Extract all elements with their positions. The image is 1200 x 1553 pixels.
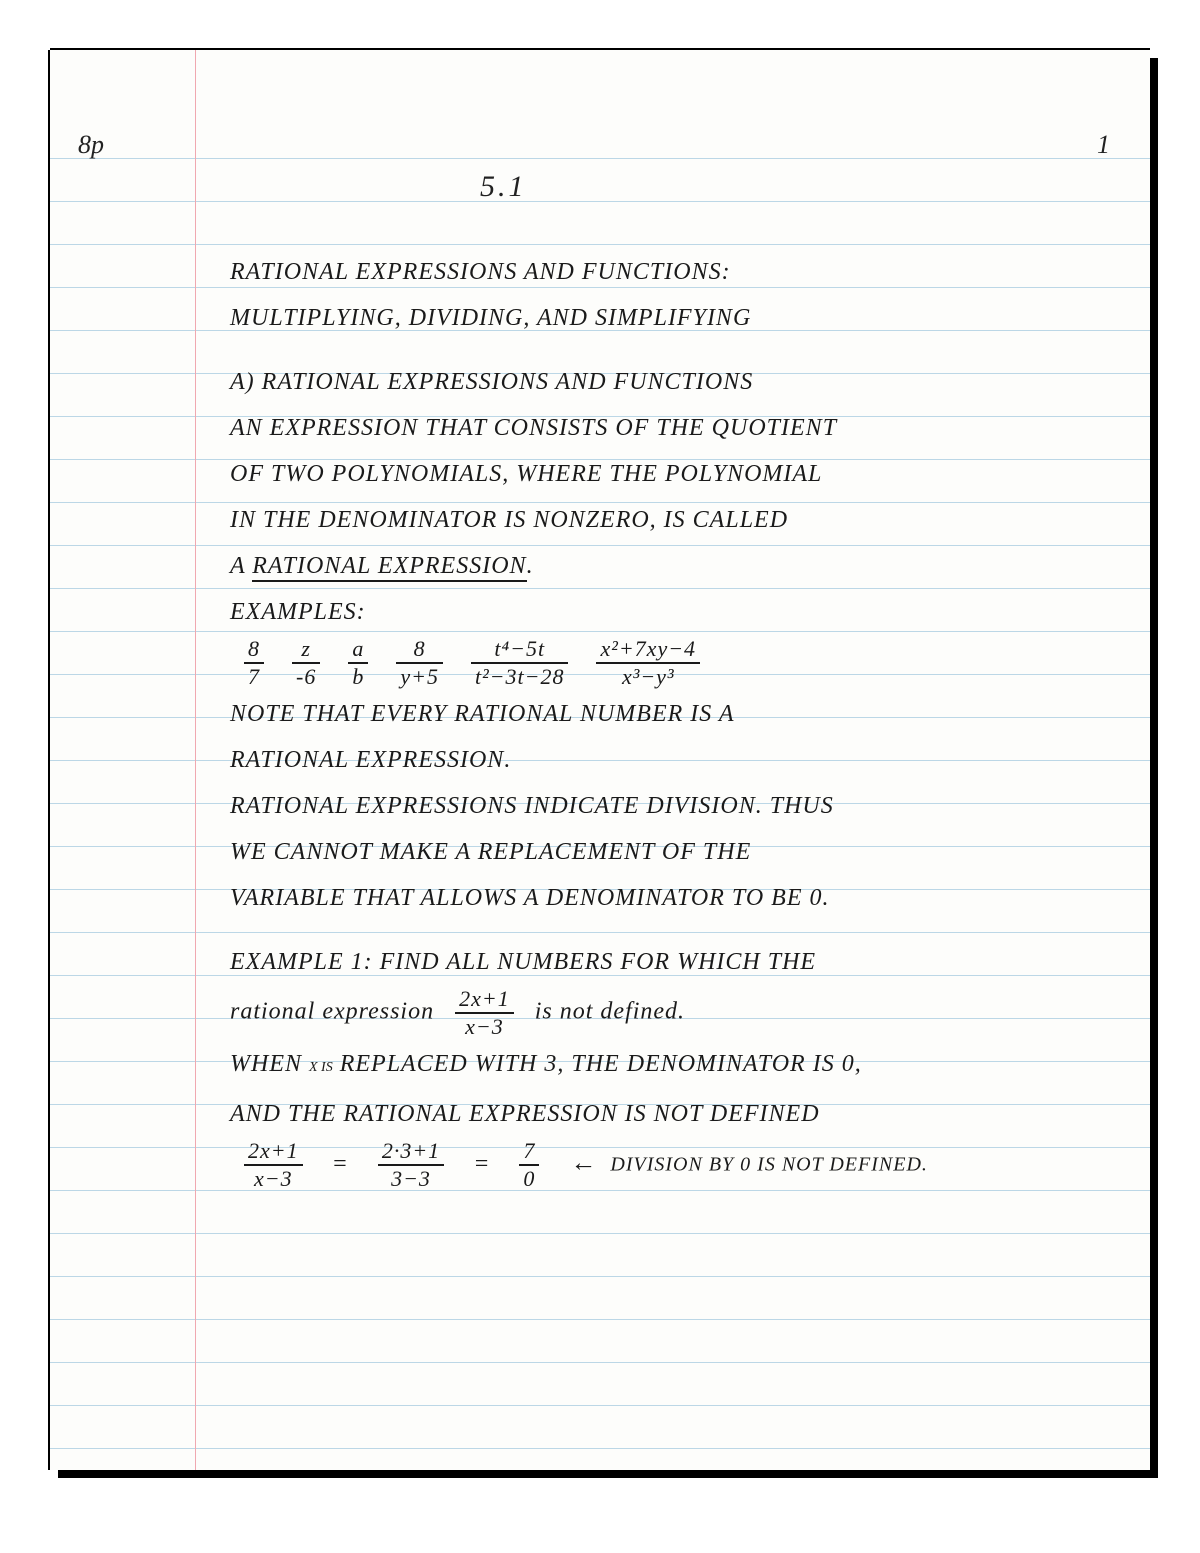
inline-fraction: 2x+1 x−3 — [455, 986, 514, 1040]
examples-label: Examples: — [230, 590, 1090, 634]
inline-fraction: 2x+1 x−3 — [244, 1138, 303, 1192]
inline-fraction: z-6 — [292, 636, 320, 690]
equation-note: division by 0 is not defined. — [610, 1154, 928, 1176]
example1-line: rational expression 2x+1 x−3 is not defi… — [230, 986, 1090, 1040]
inline-fraction: 8y+5 — [396, 636, 443, 690]
underlined-term: rational expression — [252, 553, 526, 582]
inline-fraction: 87 — [244, 636, 264, 690]
example1-line: and the rational expression is not defin… — [230, 1092, 1090, 1136]
definition-line: of two polynomials, where the polynomial — [230, 452, 1090, 496]
arrow-icon: ← — [570, 1141, 597, 1185]
note-line: Note that every rational number is a — [230, 692, 1090, 736]
example1-line: Example 1: Find all numbers for which th… — [230, 940, 1090, 984]
note-line: Rational expressions indicate division. … — [230, 784, 1090, 828]
equals-sign: = — [332, 1142, 349, 1186]
section-a-heading: a) Rational Expressions and Functions — [230, 360, 1090, 404]
title-line-1: Rational Expressions and Functions: — [230, 250, 1090, 294]
page-content: Rational Expressions and Functions: Mult… — [230, 250, 1090, 1194]
corner-top-left: 8p — [78, 130, 104, 160]
note-line: rational expression. — [230, 738, 1090, 782]
equals-sign: = — [473, 1142, 490, 1186]
inline-fraction: x²+7xy−4x³−y³ — [596, 636, 700, 690]
corner-top-right: 1 — [1097, 130, 1110, 160]
example1-line: When x is replaced with 3, the denominat… — [230, 1042, 1090, 1090]
insertion-caret-text: x is — [309, 1060, 333, 1075]
example-fractions-row: 87 z-6 ab 8y+5 t⁴−5tt²−3t−28 x²+7xy−4x³−y³ — [230, 636, 1090, 690]
margin-line — [195, 50, 196, 1470]
notebook-page: 8p 1 5.1 Rational Expressions and Functi… — [50, 50, 1150, 1470]
note-line: we cannot make a replacement of the — [230, 830, 1090, 874]
definition-line: An expression that consists of the quoti… — [230, 406, 1090, 450]
inline-fraction: t⁴−5tt²−3t−28 — [471, 636, 569, 690]
title-line-2: Multiplying, Dividing, and Simplifying — [230, 296, 1090, 340]
inline-fraction: ab — [348, 636, 368, 690]
inline-fraction: 2·3+1 3−3 — [378, 1138, 444, 1192]
section-number: 5.1 — [480, 170, 527, 204]
worked-equation: 2x+1 x−3 = 2·3+1 3−3 = 7 0 ← division by… — [230, 1138, 1090, 1192]
note-line: variable that allows a denominator to be… — [230, 876, 1090, 920]
definition-line: a rational expression. — [230, 544, 1090, 588]
inline-fraction: 7 0 — [519, 1138, 539, 1192]
definition-line: in the denominator is nonzero, is called — [230, 498, 1090, 542]
